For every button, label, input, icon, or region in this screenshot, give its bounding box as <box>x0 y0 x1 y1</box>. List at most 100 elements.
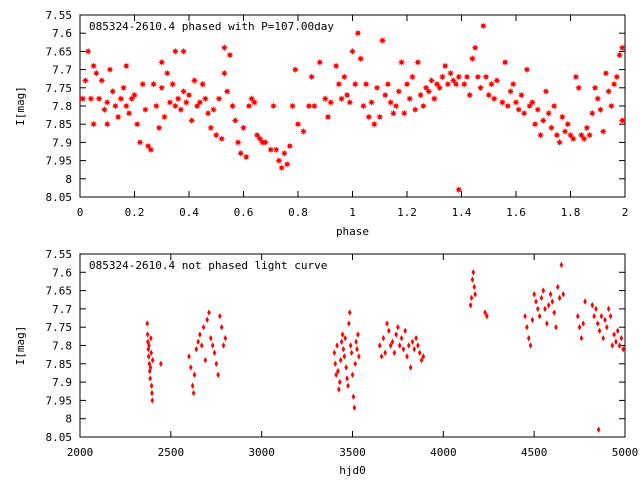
data-point <box>155 124 163 132</box>
data-point <box>498 98 506 106</box>
data-point <box>543 305 547 313</box>
data-point <box>269 102 278 110</box>
y-tick-label: 8 <box>65 173 72 186</box>
data-point <box>449 76 457 85</box>
data-point <box>585 131 594 139</box>
data-point <box>525 324 529 331</box>
data-point <box>338 95 346 103</box>
data-point <box>490 95 498 103</box>
data-point <box>234 138 242 146</box>
data-point <box>341 345 346 353</box>
data-point <box>272 146 280 154</box>
data-point <box>163 69 171 77</box>
x-axis-label: hjd0 <box>339 464 366 477</box>
data-point <box>98 76 106 85</box>
data-point <box>226 51 234 59</box>
data-point <box>536 131 545 139</box>
data-point <box>528 342 533 349</box>
data-point <box>354 29 362 37</box>
data-point <box>387 98 395 106</box>
data-point <box>618 44 626 52</box>
data-point <box>256 135 264 143</box>
data-point <box>128 95 136 103</box>
data-point <box>554 324 558 331</box>
data-point <box>414 334 418 342</box>
data-point <box>466 91 474 99</box>
data-point <box>199 342 204 349</box>
data-point <box>148 364 153 371</box>
data-point <box>605 324 609 331</box>
data-point <box>536 305 540 313</box>
data-point <box>174 95 182 103</box>
data-point <box>539 294 544 302</box>
data-point <box>547 124 556 132</box>
data-point <box>187 353 191 360</box>
data-point <box>354 338 358 346</box>
data-point <box>343 91 351 99</box>
data-point <box>250 98 258 106</box>
data-point <box>280 149 288 157</box>
data-point <box>436 84 444 92</box>
data-point <box>177 106 185 114</box>
data-point <box>136 138 144 146</box>
data-point <box>159 360 163 367</box>
x-tick-label: 4500 <box>521 446 548 459</box>
data-point <box>621 345 625 353</box>
data-point <box>133 120 141 128</box>
data-point <box>474 73 482 81</box>
x-tick-label: 1.4 <box>452 206 472 219</box>
y-tick-label: 7.6 <box>52 266 72 279</box>
data-point <box>539 116 547 125</box>
data-point <box>283 160 291 168</box>
data-point <box>367 98 376 106</box>
data-point <box>158 84 166 92</box>
y-tick-label: 7.85 <box>46 118 73 131</box>
phased-light-curve-panel: 0 0.2 0.4 0.6 0.8 1 1.2 1.4 1.6 1.8 2 7.55 7.6 7.65 7.… <box>14 9 628 238</box>
data-point <box>385 320 389 327</box>
data-point <box>523 66 531 74</box>
data-point <box>485 91 493 99</box>
data-point <box>337 386 341 393</box>
data-point <box>190 382 195 389</box>
data-point <box>220 69 229 77</box>
data-point <box>362 80 370 88</box>
data-point <box>390 338 395 346</box>
data-point <box>405 353 409 360</box>
data-point <box>275 157 283 165</box>
data-point <box>619 334 624 342</box>
data-point <box>433 80 441 88</box>
data-point <box>324 113 332 121</box>
data-point <box>588 109 596 117</box>
y-tick-label: 7.9 <box>52 376 72 389</box>
data-point <box>109 87 117 96</box>
data-point <box>343 334 348 342</box>
data-point <box>425 87 433 96</box>
data-point <box>212 131 220 139</box>
data-point <box>396 324 400 331</box>
data-point <box>553 131 561 139</box>
data-point <box>106 66 114 74</box>
data-point <box>148 375 152 382</box>
data-point <box>612 331 616 338</box>
data-point <box>357 55 365 63</box>
data-point <box>223 334 228 342</box>
data-point <box>120 84 128 92</box>
data-point <box>201 95 209 103</box>
data-point <box>209 106 218 114</box>
data-point <box>199 80 207 88</box>
data-point <box>198 331 202 338</box>
data-point <box>223 87 231 96</box>
data-point <box>125 109 133 117</box>
y-tick-label: 7.55 <box>46 248 73 261</box>
data-point <box>470 276 475 283</box>
data-point <box>149 349 154 357</box>
data-point <box>333 360 338 367</box>
data-point <box>351 393 356 400</box>
data-point <box>610 342 615 349</box>
data-point <box>182 98 190 106</box>
data-point <box>215 95 223 103</box>
x-tick-label: 2500 <box>158 446 185 459</box>
y-tick-label: 7.9 <box>52 136 72 149</box>
data-point <box>245 102 253 110</box>
data-point <box>438 73 447 81</box>
